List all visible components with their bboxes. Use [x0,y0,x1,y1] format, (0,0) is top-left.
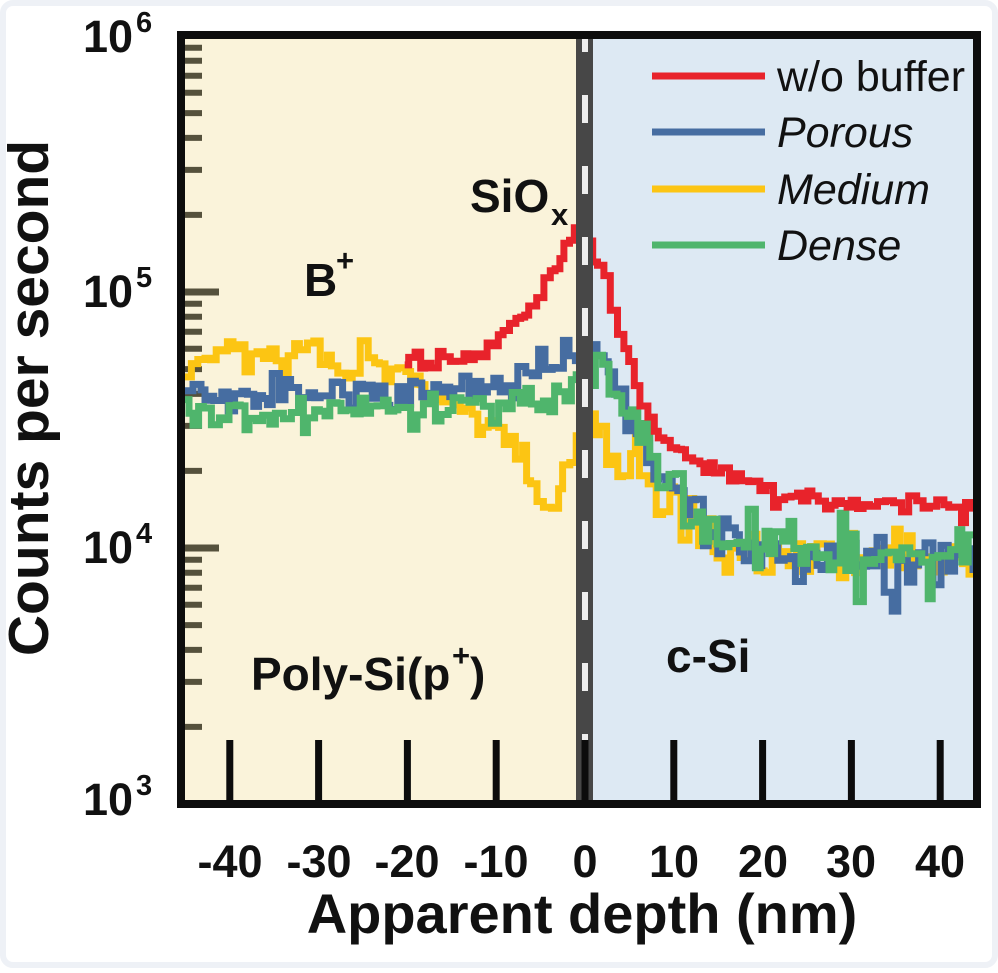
svg-text:40: 40 [915,836,965,887]
svg-text:+: + [336,243,354,278]
svg-text:Porous: Porous [777,109,913,157]
svg-text:): ) [470,648,485,700]
svg-text:10: 10 [83,266,133,317]
svg-text:Medium: Medium [777,166,930,214]
svg-text:30: 30 [826,836,876,887]
svg-text:-20: -20 [374,836,439,887]
svg-text:-30: -30 [286,836,351,887]
svg-text:5: 5 [136,262,152,294]
svg-text:10: 10 [649,836,699,887]
svg-text:10: 10 [83,774,133,825]
svg-text:-40: -40 [197,836,262,887]
svg-text:-10: -10 [463,836,528,887]
svg-text:w/o buffer: w/o buffer [776,53,965,101]
svg-text:6: 6 [136,7,152,39]
svg-text:Apparent depth (nm): Apparent depth (nm) [307,882,858,945]
svg-text:20: 20 [738,836,788,887]
svg-text:Counts per second: Counts per second [0,140,61,656]
svg-text:0: 0 [572,836,597,887]
svg-text:+: + [452,638,470,673]
svg-text:SiO: SiO [470,170,549,222]
svg-text:4: 4 [136,518,152,550]
svg-text:B: B [304,254,337,306]
svg-text:Poly-Si(p: Poly-Si(p [251,648,450,700]
svg-text:Dense: Dense [777,222,901,270]
svg-text:c-Si: c-Si [666,630,750,682]
svg-text:3: 3 [136,770,152,802]
svg-text:10: 10 [83,11,133,62]
svg-text:x: x [551,197,569,232]
svg-text:10: 10 [83,522,133,573]
